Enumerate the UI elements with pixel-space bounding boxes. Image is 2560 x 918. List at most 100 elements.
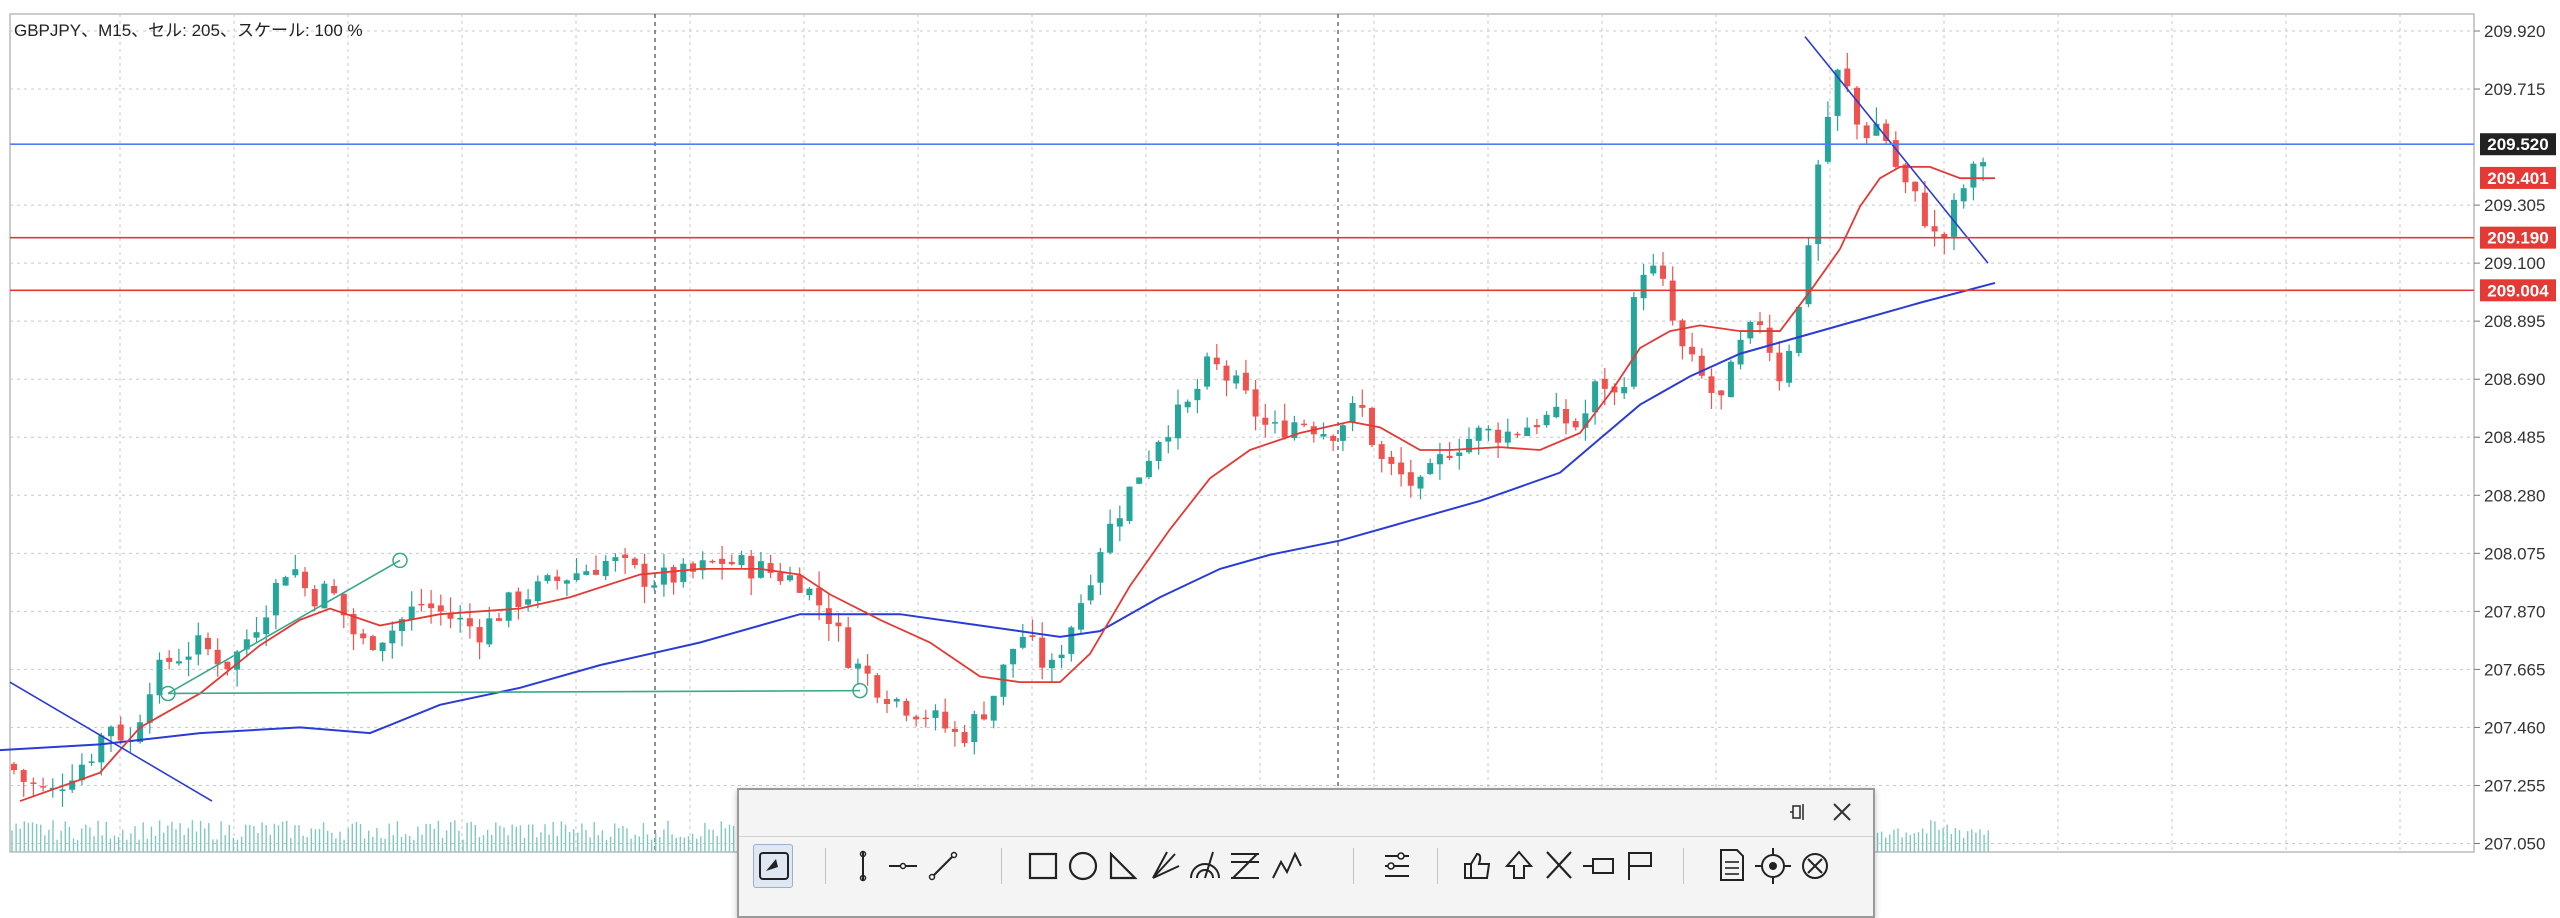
- candle-body: [719, 558, 726, 564]
- candle-body: [1960, 188, 1967, 202]
- candle-body: [1902, 164, 1909, 183]
- trendline-anchor: [160, 685, 176, 702]
- price-tick-label: 207.870: [2484, 602, 2545, 621]
- candle-body: [670, 567, 677, 583]
- thumb-up-icon[interactable]: [1457, 844, 1497, 888]
- candle-body: [1359, 405, 1366, 408]
- candle-body: [428, 603, 435, 609]
- candle-body: [1854, 87, 1860, 125]
- candle-body: [554, 576, 561, 581]
- trend-line-icon[interactable]: [923, 844, 963, 888]
- vertical-line-icon[interactable]: [843, 844, 883, 888]
- candle-body: [1912, 181, 1919, 192]
- candle-body: [942, 711, 949, 729]
- plot-area: [9, 13, 2475, 853]
- price-tick-label: 208.485: [2484, 428, 2545, 447]
- ma-value-label-tag: [2480, 166, 2556, 189]
- candle-body: [1175, 404, 1181, 439]
- candle-body: [263, 617, 270, 635]
- candle-body: [1786, 350, 1793, 383]
- candle-body: [913, 716, 920, 720]
- rectangle-icon[interactable]: [1023, 844, 1063, 888]
- candle-body: [1485, 428, 1492, 431]
- price-tick-label: 208.075: [2484, 544, 2545, 563]
- candle-body: [447, 613, 454, 619]
- candle-body: [1834, 69, 1841, 116]
- candle-body: [214, 649, 221, 665]
- price-tick-label: 209.305: [2484, 196, 2545, 215]
- candle-body: [360, 633, 367, 639]
- candle-body: [874, 675, 881, 698]
- drawing-toolbar[interactable]: [737, 788, 1875, 918]
- candle-body: [544, 575, 551, 581]
- candle-body: [932, 710, 939, 718]
- candle-body: [1029, 635, 1036, 637]
- elliott-wave-icon[interactable]: [1267, 844, 1307, 888]
- candle-body: [1650, 265, 1657, 274]
- price-tick-label: 207.255: [2484, 776, 2545, 795]
- cursor-mode-icon[interactable]: [753, 844, 793, 888]
- candle-body: [835, 622, 842, 627]
- candle-body: [1514, 433, 1521, 436]
- candle-body: [1213, 357, 1220, 365]
- candle-body: [1407, 472, 1414, 486]
- candle-body: [69, 780, 76, 790]
- close-icon[interactable]: [1829, 799, 1855, 825]
- candle-body: [1417, 476, 1424, 489]
- candle-body: [1844, 68, 1851, 87]
- pitchfork-icon[interactable]: [1145, 844, 1185, 888]
- candle-body: [1068, 627, 1075, 654]
- candle-body: [1039, 637, 1046, 668]
- target-icon[interactable]: [1753, 844, 1793, 888]
- candle-body: [369, 636, 376, 651]
- candle-body: [1262, 417, 1269, 425]
- candle-body: [583, 571, 590, 575]
- candle-body: [612, 557, 619, 562]
- candle-body: [1378, 444, 1385, 460]
- candle-body: [709, 560, 716, 563]
- candle-body: [573, 573, 580, 581]
- candle-body: [1824, 116, 1831, 162]
- price-label-icon[interactable]: [1579, 844, 1619, 888]
- arrow-up-icon[interactable]: [1499, 844, 1539, 888]
- ellipse-icon[interactable]: [1063, 844, 1103, 888]
- target-cross-icon[interactable]: [1795, 844, 1835, 888]
- candle-body: [331, 586, 338, 594]
- candle-body: [1660, 265, 1666, 279]
- candle-body: [437, 605, 444, 612]
- candle-body: [1689, 346, 1696, 355]
- candle-body: [175, 661, 182, 664]
- ma-fast-line: [19, 165, 1995, 802]
- candle-body: [1126, 486, 1133, 521]
- candle-body: [563, 580, 570, 584]
- candle-body: [166, 657, 173, 662]
- cross-icon[interactable]: [1539, 844, 1579, 888]
- template-icon[interactable]: [1711, 844, 1751, 888]
- candle-body: [622, 554, 629, 559]
- candle-body: [631, 558, 638, 565]
- resistance-line-tag-text: 209.190: [2487, 229, 2548, 248]
- candle-body: [1795, 306, 1802, 353]
- triangle-icon[interactable]: [1103, 844, 1143, 888]
- candle-body: [534, 581, 541, 602]
- candle-body: [1097, 552, 1104, 583]
- indicator-settings-icon[interactable]: [1377, 844, 1417, 888]
- trendline-anchor: [392, 552, 408, 569]
- toolbar-header[interactable]: [739, 790, 1873, 837]
- candle-body: [1184, 401, 1191, 408]
- candle-body: [1330, 435, 1337, 441]
- fibonacci-arcs-icon[interactable]: [1185, 844, 1225, 888]
- pin-icon[interactable]: [1787, 800, 1811, 824]
- horizontal-line-icon[interactable]: [883, 844, 923, 888]
- price-tick-label: 209.100: [2484, 254, 2545, 273]
- flag-icon[interactable]: [1619, 844, 1659, 888]
- trendline-green-flat: [167, 689, 861, 695]
- candle-body: [1145, 460, 1152, 478]
- candle-body: [1349, 403, 1356, 423]
- candle-body: [1582, 413, 1589, 428]
- candle-body: [408, 606, 415, 620]
- candle-body: [1388, 456, 1395, 464]
- fibonacci-fan-icon[interactable]: [1225, 844, 1265, 888]
